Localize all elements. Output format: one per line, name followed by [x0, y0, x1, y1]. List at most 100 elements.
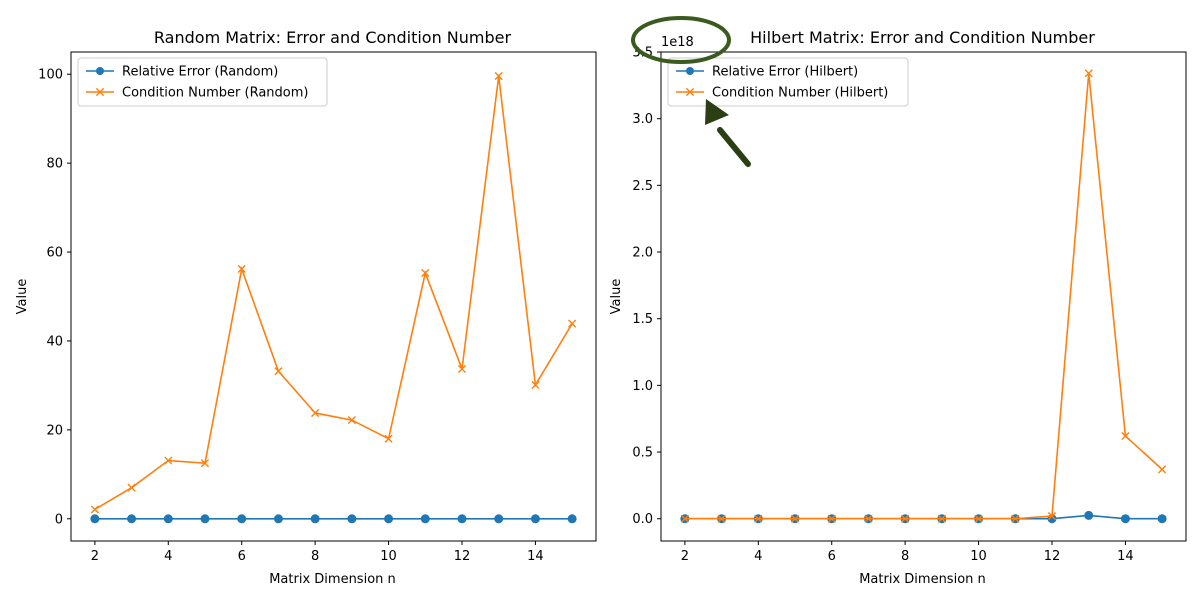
data-point-x: [274, 367, 283, 376]
highlight-circle: [631, 16, 731, 64]
legend-marker-x: [95, 87, 105, 97]
y-axis-label: Value: [609, 279, 624, 315]
data-point-x: [347, 415, 356, 425]
data-point-x: [1158, 465, 1167, 474]
data-point-circle: [384, 514, 394, 524]
data-point-x: [421, 268, 430, 278]
data-point-x: [864, 514, 873, 523]
annotation-overlay: [631, 16, 751, 167]
data-point-x: [1084, 69, 1093, 78]
chart-title: Random Matrix: Error and Condition Numbe…: [154, 28, 512, 47]
y-tick-label: 0: [55, 512, 63, 527]
x-tick-label: 8: [311, 549, 319, 564]
y-tick-label: 40: [46, 334, 63, 349]
data-point-circle: [567, 514, 577, 524]
x-tick-label: 14: [527, 549, 544, 564]
data-point-x: [90, 505, 99, 514]
data-point-x: [1047, 511, 1057, 521]
legend-label: Condition Number (Hilbert): [712, 86, 888, 101]
legend-label: Condition Number (Random): [122, 86, 309, 101]
x-tick-label: 10: [380, 549, 397, 564]
data-point-x: [901, 514, 910, 523]
legend-marker-circle: [686, 67, 694, 75]
data-point-circle: [494, 514, 504, 524]
x-tick-label: 10: [970, 549, 987, 564]
data-point-x: [937, 514, 946, 523]
data-point-circle: [347, 514, 357, 524]
data-point-circle: [420, 514, 430, 524]
y-tick-label: 20: [46, 423, 63, 438]
y-tick-label: 80: [46, 157, 63, 172]
data-point-x: [384, 434, 393, 443]
data-point-circle: [1084, 510, 1094, 520]
chart-hilbert-matrix: Hilbert Matrix: Error and Condition Numb…: [609, 28, 1187, 587]
data-point-circle: [530, 514, 540, 524]
legend-marker-circle: [96, 67, 104, 75]
legend-label: Relative Error (Random): [122, 65, 278, 80]
arrow-shaft: [717, 127, 751, 167]
y-axis-label: Value: [15, 279, 30, 315]
data-point-x: [127, 483, 136, 492]
legend-marker-x: [685, 87, 695, 97]
data-point-x: [237, 264, 246, 274]
plot-frame: [660, 51, 1187, 542]
data-point-x: [311, 408, 320, 418]
y-tick-label: 100: [38, 68, 63, 83]
x-tick-label: 2: [681, 549, 689, 564]
series-line: [684, 73, 1163, 520]
x-tick-label: 4: [754, 549, 762, 564]
data-point-circle: [90, 514, 100, 524]
x-tick-label: 4: [164, 549, 172, 564]
y-tick-label: 3.0: [632, 112, 653, 127]
x-tick-label: 6: [828, 549, 836, 564]
data-point-x: [531, 380, 540, 390]
x-axis-label: Matrix Dimension n: [269, 572, 396, 587]
arrow-head: [705, 99, 729, 125]
data-point-x: [568, 319, 577, 328]
x-tick-label: 12: [454, 549, 471, 564]
chart-title: Hilbert Matrix: Error and Condition Numb…: [750, 28, 1095, 47]
data-point-x: [790, 514, 800, 523]
data-point-x: [1121, 431, 1130, 441]
data-point-circle: [1120, 514, 1130, 524]
data-point-x: [717, 514, 726, 523]
data-point-circle: [273, 514, 283, 524]
data-point-circle: [237, 514, 247, 524]
series-line: [94, 75, 573, 511]
data-point-x: [974, 514, 983, 523]
y-tick-label: 2.5: [632, 179, 653, 194]
data-point-circle: [310, 514, 320, 524]
data-point-x: [200, 459, 210, 468]
data-point-circle: [1157, 514, 1167, 524]
data-point-x: [1011, 514, 1020, 523]
x-axis-label: Matrix Dimension n: [859, 572, 986, 587]
plot-frame: [70, 51, 597, 542]
x-tick-label: 2: [91, 549, 99, 564]
y-tick-label: 1.0: [632, 379, 653, 394]
legend: [77, 57, 328, 107]
data-point-x: [164, 456, 173, 465]
y-tick-label: 60: [46, 246, 63, 261]
legend: [667, 57, 909, 107]
y-tick-label: 0.5: [632, 446, 653, 461]
y-offset-text: 1e18: [661, 35, 694, 50]
y-tick-label: 1.5: [632, 312, 653, 327]
x-tick-label: 8: [901, 549, 909, 564]
data-point-x: [827, 514, 836, 523]
data-point-circle: [163, 514, 173, 524]
chart-random-matrix: Random Matrix: Error and Condition Numbe…: [15, 28, 597, 587]
x-tick-label: 14: [1117, 549, 1134, 564]
y-tick-label: 0.0: [632, 512, 653, 527]
x-tick-label: 6: [238, 549, 246, 564]
y-tick-label: 2.0: [632, 246, 653, 261]
data-point-x: [457, 364, 467, 374]
data-point-circle: [127, 514, 137, 524]
legend-label: Relative Error (Hilbert): [712, 65, 858, 80]
data-point-circle: [457, 514, 467, 524]
data-point-circle: [200, 514, 210, 524]
data-point-x: [494, 71, 503, 81]
data-point-x: [754, 514, 763, 523]
data-point-x: [680, 514, 689, 523]
x-tick-label: 12: [1044, 549, 1061, 564]
